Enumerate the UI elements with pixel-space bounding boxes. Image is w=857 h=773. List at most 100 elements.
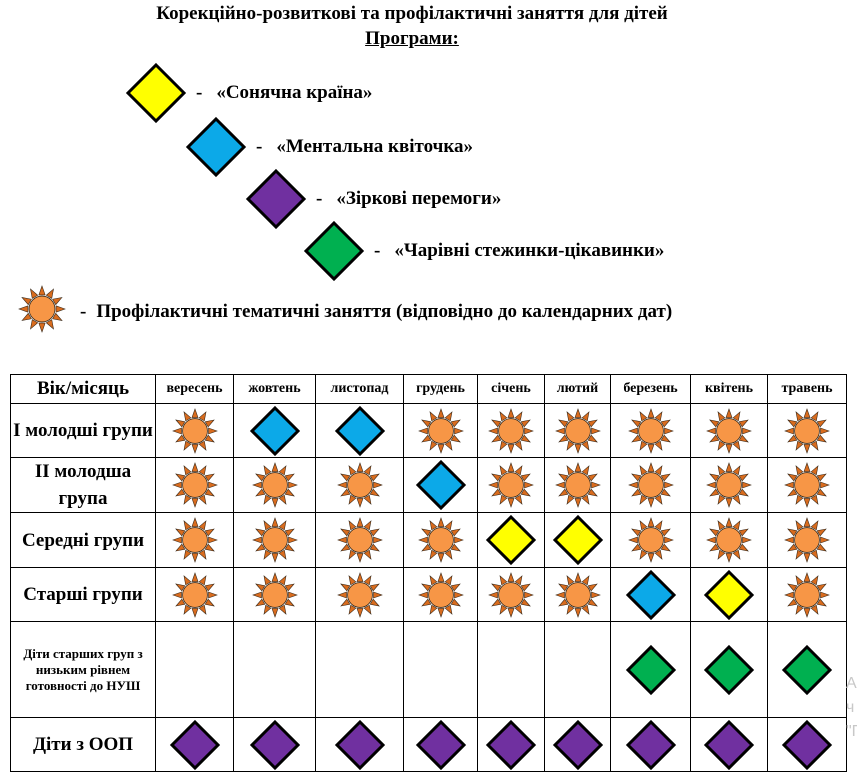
schedule-cell: [610, 457, 691, 513]
legend-item: - «Сонячна країна»: [124, 62, 373, 124]
row-label: Діти старших груп з низьким рівнем готов…: [10, 621, 156, 718]
purple-diamond-icon: [611, 719, 690, 771]
document-title: Корекційно-розвиткові та профілактичні з…: [156, 3, 668, 24]
sun-icon: [234, 517, 315, 563]
table-row: ІІ молодша група: [10, 457, 847, 513]
legend-dash: -: [316, 188, 323, 209]
schedule-cell: [403, 512, 478, 568]
blue-diamond-icon: [404, 459, 477, 511]
schedule-cell: [155, 512, 234, 568]
schedule-cell: [315, 403, 404, 458]
green-diamond-icon: [302, 220, 366, 282]
schedule-cell: [610, 567, 691, 622]
schedule-cell: [315, 717, 404, 772]
schedule-cell: [403, 567, 478, 622]
schedule-cell: [155, 717, 234, 772]
corner-header: Вік/місяць: [10, 374, 156, 404]
month-header: травень: [767, 374, 847, 404]
schedule-cell: [767, 457, 847, 513]
yellow-diamond-icon: [691, 569, 767, 621]
legend-label: «Сонячна країна»: [216, 82, 373, 103]
schedule-cell: [690, 567, 768, 622]
schedule-cell: [403, 717, 478, 772]
schedule-cell: [233, 403, 316, 458]
schedule-cell: [690, 621, 768, 718]
table-row: І молодші групи: [10, 403, 847, 458]
schedule-cell: [690, 457, 768, 513]
sun-icon: [404, 407, 477, 454]
sun-icon: [316, 462, 403, 508]
schedule-cell: [155, 457, 234, 513]
sun-icon: [611, 462, 690, 508]
sun-icon: [234, 571, 315, 618]
sun-icon: [478, 462, 544, 508]
sun-icon: [404, 571, 477, 618]
legend-label: «Ментальна квіточка»: [276, 136, 473, 157]
sun-icon: [234, 462, 315, 508]
purple-diamond-icon: [234, 719, 315, 771]
schedule-cell: [233, 717, 316, 772]
schedule-cell: [155, 567, 234, 622]
legend-label: «Чарівні стежинки-цікавинки»: [394, 240, 665, 261]
sun-icon: [316, 517, 403, 563]
legend-dash: -: [80, 301, 87, 322]
month-header: січень: [477, 374, 545, 404]
schedule-cell: [315, 512, 404, 568]
yellow-diamond-icon: [478, 514, 544, 566]
sun-icon: [316, 571, 403, 618]
month-header: квітень: [690, 374, 768, 404]
purple-diamond-icon: [404, 719, 477, 771]
purple-diamond-icon: [244, 168, 308, 230]
schedule-cell: [477, 403, 545, 458]
schedule-cell: [315, 567, 404, 622]
sun-icon: [545, 407, 610, 454]
sun-icon: [768, 407, 846, 454]
schedule-table: Вік/місяць вересень жовтень листопад гру…: [10, 374, 847, 772]
green-diamond-icon: [611, 644, 690, 696]
schedule-cell: [690, 512, 768, 568]
schedule-cell: [610, 621, 691, 718]
schedule-cell: [610, 717, 691, 772]
sun-icon: [478, 571, 544, 618]
legend-label: «Зіркові перемоги»: [336, 188, 502, 209]
sun-icon: [478, 407, 544, 454]
row-label: ІІ молодша група: [10, 457, 156, 513]
legend-dash: -: [374, 240, 381, 261]
sun-icon: [611, 517, 690, 563]
schedule-cell: [767, 403, 847, 458]
table-row: Діти старших груп з низьким рівнем готов…: [10, 621, 847, 718]
schedule-cell: [403, 403, 478, 458]
purple-diamond-icon: [316, 719, 403, 771]
schedule-cell: [544, 457, 611, 513]
schedule-cell: [315, 621, 404, 718]
programs-subtitle: Програми:: [365, 28, 459, 49]
sun-icon: [691, 462, 767, 508]
legend-dash: -: [196, 82, 203, 103]
sun-icon: [156, 571, 233, 618]
schedule-cell: [544, 403, 611, 458]
row-label: І молодші групи: [10, 403, 156, 458]
schedule-cell: [544, 717, 611, 772]
blue-diamond-icon: [611, 569, 690, 621]
schedule-cell: [767, 512, 847, 568]
schedule-cell: [403, 457, 478, 513]
schedule-cell: [233, 621, 316, 718]
schedule-cell: [233, 457, 316, 513]
header-row: Вік/місяць вересень жовтень листопад гру…: [10, 374, 847, 404]
schedule-cell: [477, 457, 545, 513]
month-header: лютий: [544, 374, 611, 404]
month-header: грудень: [403, 374, 478, 404]
sun-icon: [18, 285, 66, 339]
table-row: Середні групи: [10, 512, 847, 568]
sun-legend: - Профілактичні тематичні заняття (відпо…: [18, 285, 672, 339]
sun-icon: [545, 462, 610, 508]
schedule-cell: [610, 403, 691, 458]
sun-icon: [156, 517, 233, 563]
schedule-cell: [233, 512, 316, 568]
schedule-cell: [767, 567, 847, 622]
purple-diamond-icon: [691, 719, 767, 771]
blue-diamond-icon: [316, 405, 403, 457]
schedule-cell: [403, 621, 478, 718]
legend-item: - «Ментальна квіточка»: [184, 116, 473, 178]
